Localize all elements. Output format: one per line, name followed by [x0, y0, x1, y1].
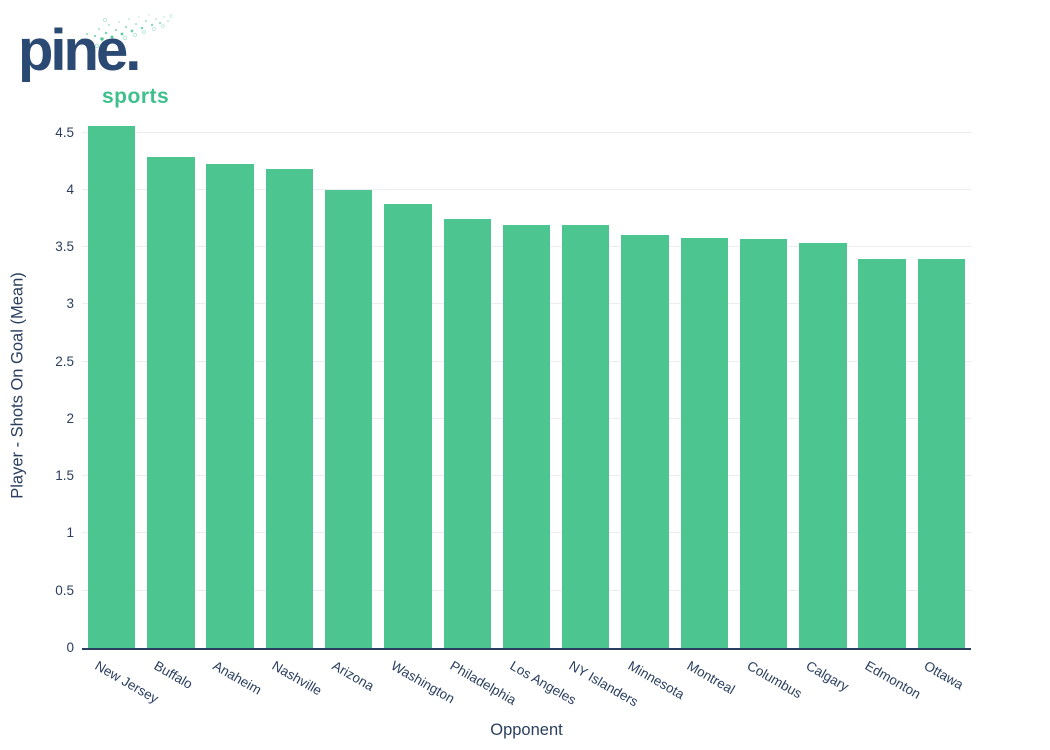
logo-sub-text: sports — [102, 85, 170, 108]
x-tick-label: Los Angeles — [507, 658, 579, 708]
gridline — [82, 188, 971, 190]
x-tick-label: Columbus — [744, 658, 805, 702]
bar[interactable] — [324, 189, 373, 648]
pine-sports-logo: pine. sports — [16, 8, 236, 108]
bar[interactable] — [443, 218, 491, 648]
x-axis-title: Opponent — [490, 721, 563, 739]
bar[interactable] — [384, 203, 432, 648]
bar[interactable] — [799, 242, 847, 648]
y-tick-label: 3.5 — [55, 239, 74, 255]
bar[interactable] — [562, 225, 610, 648]
x-tick-label: Philadelphia — [447, 658, 519, 708]
y-tick-label: 1.5 — [55, 468, 74, 484]
bar[interactable] — [502, 225, 551, 648]
x-tick-label: Montreal — [684, 658, 738, 698]
bar[interactable] — [206, 163, 254, 648]
y-tick-label: 2.5 — [55, 353, 74, 369]
x-tick-label: Arizona — [329, 658, 377, 694]
x-tick-label: Anaheim — [210, 658, 265, 698]
x-tick-label: Buffalo — [151, 658, 196, 692]
bar[interactable] — [739, 239, 788, 648]
gridline — [82, 131, 971, 133]
bar[interactable] — [621, 234, 669, 648]
y-tick-label: 2 — [66, 410, 74, 426]
y-tick-label: 0 — [66, 640, 74, 655]
x-tick-label: New Jersey — [92, 658, 161, 707]
bar[interactable] — [858, 258, 906, 648]
confetti-dots-icon — [80, 14, 173, 49]
x-axis-line — [82, 648, 971, 650]
x-tick-label: Calgary — [803, 658, 852, 695]
x-tick-label: Ottawa — [921, 658, 967, 693]
y-tick-label: 1 — [66, 525, 74, 541]
x-tick-label: Washington — [388, 658, 458, 707]
y-tick-label: 4 — [66, 181, 74, 197]
y-tick-label: 0.5 — [55, 582, 74, 598]
bar[interactable] — [147, 156, 195, 648]
y-tick-label: 3 — [66, 296, 74, 312]
x-tick-label: Nashville — [269, 658, 325, 699]
bar[interactable] — [87, 125, 136, 648]
x-tick-label: Edmonton — [862, 658, 924, 702]
logo-brand-text: pine. — [18, 18, 141, 83]
x-axis-labels: New Jersey Buffalo Anaheim Nashville Arizona… — [82, 652, 971, 722]
bar[interactable] — [265, 169, 314, 648]
y-axis-ticks: 0 0.5 1 1.5 2 2.5 3 3.5 4 4.5 — [0, 120, 74, 655]
bar[interactable] — [680, 237, 728, 648]
bar-chart-plot-area — [82, 120, 971, 650]
y-tick-label: 4.5 — [55, 124, 74, 140]
bar[interactable] — [917, 258, 966, 648]
